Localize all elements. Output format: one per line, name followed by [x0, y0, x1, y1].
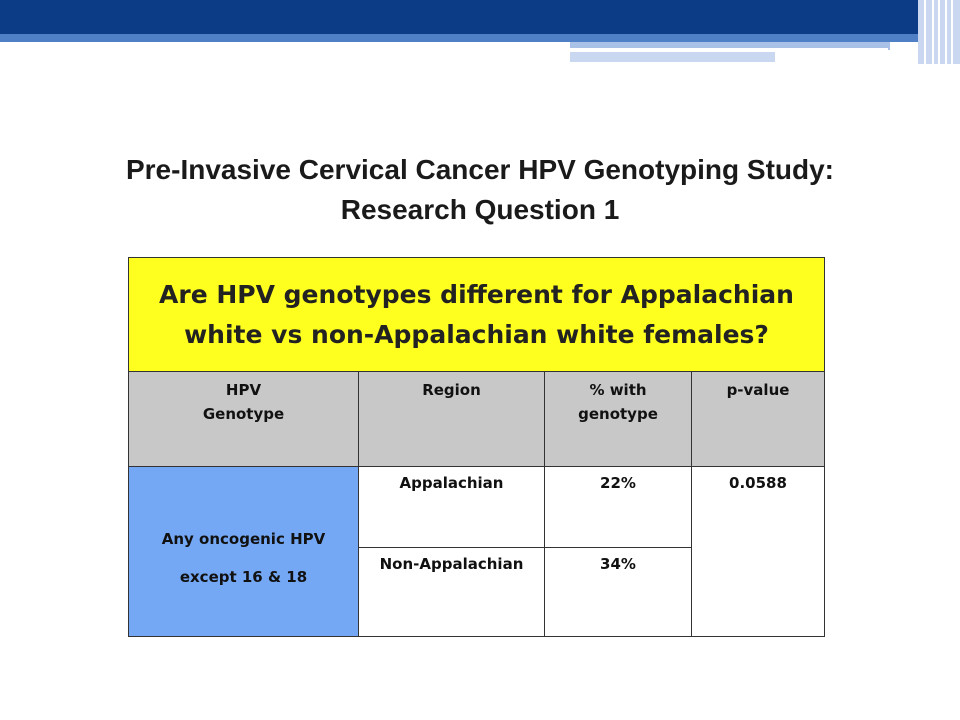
- results-table: Are HPV genotypes different for Appalach…: [128, 257, 825, 637]
- research-question-line1: Are HPV genotypes different for Appalach…: [159, 279, 794, 309]
- header-percent-line2: genotype: [578, 405, 658, 423]
- region-cell: Appalachian: [358, 466, 545, 548]
- genotype-line2: except 16 & 18: [179, 567, 308, 586]
- genotype-line1: Any oncogenic HPV: [161, 529, 326, 548]
- slide-title-line2: Research Question 1: [340, 194, 620, 225]
- percent-cell: 22%: [544, 466, 692, 548]
- header-genotype: HPV Genotype: [128, 371, 359, 467]
- header-pvalue: p-value: [691, 371, 825, 467]
- top-banner: [0, 0, 960, 70]
- percent-cell: 34%: [544, 547, 692, 637]
- banner-bar-thin: [570, 48, 888, 51]
- header-region-label: Region: [422, 381, 481, 399]
- region-cell: Non-Appalachian: [358, 547, 545, 637]
- banner-bar-dark: [0, 0, 960, 34]
- header-percent: % with genotype: [544, 371, 692, 467]
- banner-stripes: [918, 0, 960, 70]
- genotype-cell: Any oncogenic HPV except 16 & 18: [128, 466, 359, 637]
- slide-title: Pre-Invasive Cervical Cancer HPV Genotyp…: [0, 150, 960, 230]
- slide-title-line1: Pre-Invasive Cervical Cancer HPV Genotyp…: [125, 154, 834, 185]
- header-region: Region: [358, 371, 545, 467]
- research-question-line2: white vs non-Appalachian white females?: [184, 319, 769, 349]
- header-genotype-line1: HPV: [225, 381, 262, 399]
- research-question-cell: Are HPV genotypes different for Appalach…: [128, 257, 825, 372]
- table-row: Any oncogenic HPV except 16 & 18 Appalac…: [128, 466, 825, 637]
- banner-bar-mid: [0, 34, 960, 42]
- header-percent-line1: % with: [589, 381, 647, 399]
- table-row: Non-Appalachian 34%: [129, 547, 825, 637]
- pvalue-cell: 0.0588: [691, 466, 825, 637]
- banner-bar-light: [570, 42, 890, 50]
- banner-bar-light-lower: [570, 52, 775, 62]
- header-pvalue-label: p-value: [726, 381, 790, 399]
- header-genotype-line2: Genotype: [202, 405, 285, 423]
